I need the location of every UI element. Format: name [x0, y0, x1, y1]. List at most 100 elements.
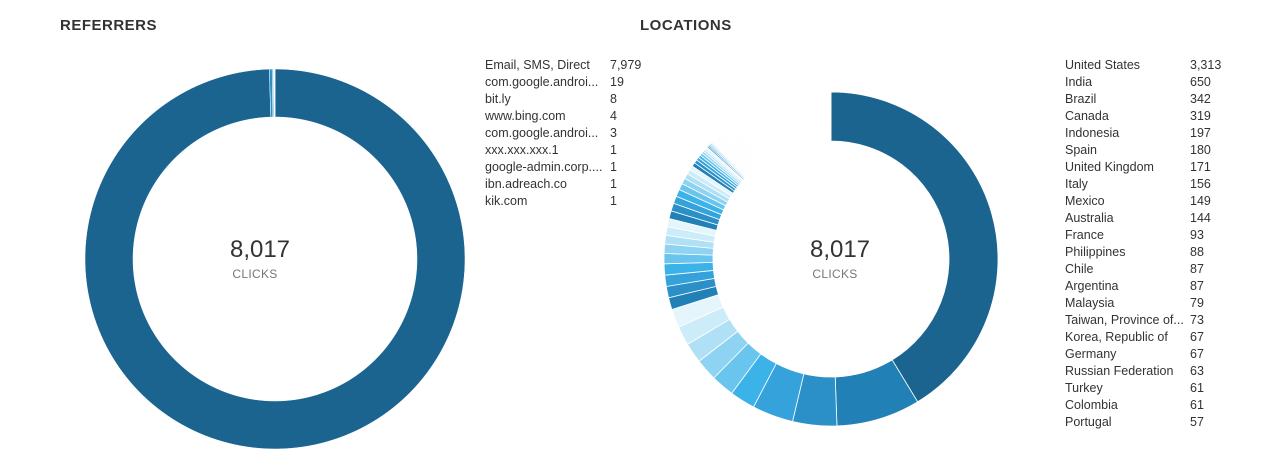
legend-row[interactable]: United States 3,313 — [1065, 60, 1245, 74]
locations-legend[interactable]: United States 3,313 India 650 Brazil 342 Canad… — [1065, 60, 1245, 432]
legend-name: com.google.androi... — [485, 75, 599, 89]
legend-row[interactable]: Mexico 149 — [1065, 193, 1245, 210]
legend-name: Canada — [1065, 109, 1109, 123]
legend-value: 149 — [1190, 194, 1211, 208]
legend-name: Korea, Republic of — [1065, 330, 1168, 344]
legend-name: Chile — [1065, 262, 1094, 276]
location-slice[interactable] — [830, 91, 999, 403]
legend-name: Mexico — [1065, 194, 1105, 208]
legend-row[interactable]: com.google.androi... 3 — [485, 125, 641, 142]
legend-row[interactable]: France 93 — [1065, 227, 1245, 244]
legend-value: 3,313 — [1190, 60, 1222, 72]
legend-row[interactable]: United Kingdom 171 — [1065, 159, 1245, 176]
legend-name: bit.ly — [485, 92, 511, 106]
legend-row[interactable]: ibn.adreach.co 1 — [485, 176, 641, 193]
legend-name: xxx.xxx.xxx.1 — [485, 143, 559, 157]
legend-row[interactable]: Malaysia 79 — [1065, 295, 1245, 312]
legend-value: 180 — [1190, 143, 1211, 157]
legend-row[interactable]: Brazil 342 — [1065, 91, 1245, 108]
legend-value: 156 — [1190, 177, 1211, 191]
legend-value: 61 — [1190, 381, 1204, 395]
legend-name: Spain — [1065, 143, 1097, 157]
legend-value: 171 — [1190, 160, 1211, 174]
legend-value: 650 — [1190, 75, 1211, 89]
legend-value: 144 — [1190, 211, 1211, 225]
location-slice[interactable] — [830, 91, 832, 142]
legend-name: Portugal — [1065, 415, 1112, 429]
referrers-total: 8,017 — [229, 236, 291, 263]
legend-value: 342 — [1190, 92, 1211, 106]
legend-row[interactable]: Turkey 61 — [1065, 380, 1245, 397]
legend-name: google-admin.corp.... — [485, 160, 603, 174]
legend-value: 19 — [610, 75, 624, 89]
legend-name: Argentina — [1065, 279, 1119, 293]
legend-row[interactable]: Germany 67 — [1065, 346, 1245, 363]
legend-name: kik.com — [485, 194, 528, 208]
referrers-title: REFERRERS — [60, 17, 158, 34]
legend-value: 63 — [1190, 364, 1204, 378]
locations-title: LOCATIONS — [640, 17, 732, 34]
legend-name: Turkey — [1065, 381, 1103, 395]
legend-row[interactable]: Korea, Republic of 67 — [1065, 329, 1245, 346]
legend-value: 1 — [610, 194, 617, 208]
legend-name: ibn.adreach.co — [485, 177, 568, 191]
legend-row[interactable]: Indonesia 197 — [1065, 125, 1245, 142]
legend-row[interactable]: Russian Federation 63 — [1065, 363, 1245, 380]
referrers-legend: Email, SMS, Direct 7,979 com.google.androi… — [485, 57, 641, 210]
legend-row[interactable]: kik.com 1 — [485, 193, 641, 210]
legend-value: 67 — [1190, 347, 1204, 361]
legend-name: France — [1065, 228, 1104, 242]
legend-row[interactable]: Taiwan, Province of... 73 — [1065, 312, 1245, 329]
legend-value: 87 — [1190, 279, 1204, 293]
locations-total-label: CLICKS — [812, 267, 858, 281]
legend-row[interactable]: Email, SMS, Direct 7,979 — [485, 57, 641, 74]
legend-row[interactable]: com.google.androi... 19 — [485, 74, 641, 91]
legend-name: Brazil — [1065, 92, 1097, 106]
legend-row[interactable]: Portugal 57 — [1065, 414, 1245, 431]
legend-row[interactable]: India 650 — [1065, 74, 1245, 91]
legend-value: 73 — [1190, 313, 1204, 327]
legend-row[interactable]: xxx.xxx.xxx.1 1 — [485, 142, 641, 159]
legend-value: 7,979 — [610, 58, 642, 72]
legend-name: India — [1065, 75, 1093, 89]
legend-name: Germany — [1065, 347, 1117, 361]
referrers-total-label: CLICKS — [232, 267, 278, 281]
legend-name: Colombia — [1065, 398, 1118, 412]
legend-row[interactable]: Spain 180 — [1065, 142, 1245, 159]
legend-value: 79 — [1190, 296, 1204, 310]
legend-name: Indonesia — [1065, 126, 1120, 140]
legend-value: 4 — [610, 109, 617, 123]
legend-name: Australia — [1065, 211, 1114, 225]
legend-value: 67 — [1190, 330, 1204, 344]
legend-name: com.google.androi... — [485, 126, 599, 140]
legend-row[interactable]: Philippines 88 — [1065, 244, 1245, 261]
legend-row[interactable]: google-admin.corp.... 1 — [485, 159, 641, 176]
legend-name: Email, SMS, Direct — [485, 58, 590, 72]
legend-value: 1 — [610, 143, 617, 157]
legend-row[interactable]: bit.ly 8 — [485, 91, 641, 108]
legend-name: United Kingdom — [1065, 160, 1154, 174]
legend-value: 319 — [1190, 109, 1211, 123]
legend-row[interactable]: www.bing.com 4 — [485, 108, 641, 125]
legend-name: United States — [1065, 60, 1141, 72]
legend-name: Malaysia — [1065, 296, 1115, 310]
legend-name: Philippines — [1065, 245, 1126, 259]
legend-row[interactable]: Colombia 61 — [1065, 397, 1245, 414]
legend-row[interactable]: Chile 87 — [1065, 261, 1245, 278]
legend-value: 8 — [610, 92, 617, 106]
legend-value: 93 — [1190, 228, 1204, 242]
legend-name: Italy — [1065, 177, 1088, 191]
legend-row[interactable]: Italy 156 — [1065, 176, 1245, 193]
legend-row[interactable]: Argentina 87 — [1065, 278, 1245, 295]
locations-total: 8,017 — [809, 236, 871, 263]
legend-name: Taiwan, Province of... — [1065, 313, 1184, 327]
legend-value: 57 — [1190, 415, 1204, 429]
legend-value: 197 — [1190, 126, 1211, 140]
referrer-slice[interactable] — [84, 68, 466, 450]
legend-row[interactable]: Australia 144 — [1065, 210, 1245, 227]
legend-value: 1 — [610, 177, 617, 191]
legend-name: www.bing.com — [485, 109, 566, 123]
legend-name: Russian Federation — [1065, 364, 1174, 378]
legend-row[interactable]: Canada 319 — [1065, 108, 1245, 125]
